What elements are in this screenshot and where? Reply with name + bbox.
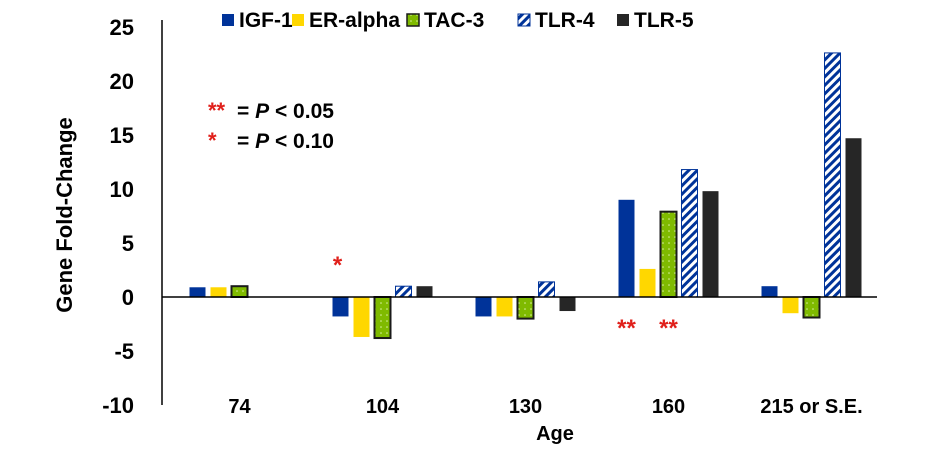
significance-mark: ** <box>659 315 678 342</box>
bar-igf-1-160 <box>618 199 635 297</box>
bar-igf-1-74 <box>189 287 206 297</box>
legend-swatch-tac-3 <box>406 13 420 27</box>
bar-er-alpha-74 <box>210 287 227 297</box>
bar-tlr-5-130 <box>559 297 576 312</box>
bar-er-alpha-130 <box>496 297 513 317</box>
legend-swatch-tlr-5 <box>617 14 629 26</box>
bar-tlr-4-104 <box>395 285 412 298</box>
legend-label: TAC-3 <box>424 9 484 32</box>
bar-er-alpha-215-or-S-E- <box>782 297 799 314</box>
y-tick-label: -5 <box>114 339 134 364</box>
bar-tlr-4-215-or-S-E- <box>824 52 841 298</box>
y-tick-label: 25 <box>110 15 134 40</box>
bar-tlr-4-160 <box>681 169 698 298</box>
key-text: = P < 0.05 <box>237 100 334 123</box>
bar-tac-3-104 <box>373 296 392 340</box>
legend-label: TLR-5 <box>634 9 694 32</box>
key-stars: * <box>208 128 217 153</box>
y-axis-label: Gene Fold-Change <box>52 117 77 313</box>
x-tick-label: 160 <box>652 396 685 418</box>
legend-label: TLR-4 <box>535 9 595 32</box>
y-tick-label: 10 <box>110 177 134 202</box>
legend: IGF-1 ER-alpha TAC-3 TLR-4 TLR-5 <box>222 9 694 32</box>
bar-igf-1-130 <box>475 297 492 317</box>
bar-er-alpha-160 <box>639 268 656 297</box>
bar-igf-1-215-or-S-E- <box>761 286 778 297</box>
bar-tlr-5-160 <box>702 191 719 297</box>
bar-igf-1-104 <box>332 297 349 317</box>
bar-er-alpha-104 <box>353 297 370 337</box>
bar-tlr-5-215-or-S-E- <box>845 138 862 297</box>
bar-tac-3-74 <box>230 285 249 299</box>
bar-tlr-4-130 <box>538 281 555 298</box>
x-axis-label: Age <box>536 423 574 445</box>
bar-tlr-5-104 <box>416 286 433 297</box>
y-tick-label: 15 <box>110 123 134 148</box>
significance-key: ** = P < 0.05 * = P < 0.10 <box>208 98 334 153</box>
legend-label: IGF-1 <box>239 9 293 32</box>
legend-label: ER-alpha <box>309 9 400 32</box>
y-tick-label: 5 <box>122 231 134 256</box>
legend-swatch-er-alpha <box>292 14 304 26</box>
legend-swatch-igf-1 <box>222 14 234 26</box>
bar-tac-3-215-or-S-E- <box>802 296 821 319</box>
key-stars: ** <box>208 98 226 123</box>
x-tick-label: 74 <box>228 396 251 418</box>
x-tick-label: 215 or S.E. <box>760 396 862 418</box>
x-tick-label: 130 <box>509 396 542 418</box>
y-tick-label: 20 <box>110 69 134 94</box>
bar-tac-3-130 <box>516 296 535 320</box>
key-text: = P < 0.10 <box>237 130 334 153</box>
y-tick-label: -10 <box>102 393 134 418</box>
significance-mark: * <box>333 252 343 279</box>
significance-mark: ** <box>617 315 636 342</box>
x-tick-label: 104 <box>366 396 400 418</box>
legend-swatch-tlr-4 <box>517 13 531 27</box>
bar-tac-3-160 <box>659 210 678 298</box>
y-tick-label: 0 <box>122 285 134 310</box>
